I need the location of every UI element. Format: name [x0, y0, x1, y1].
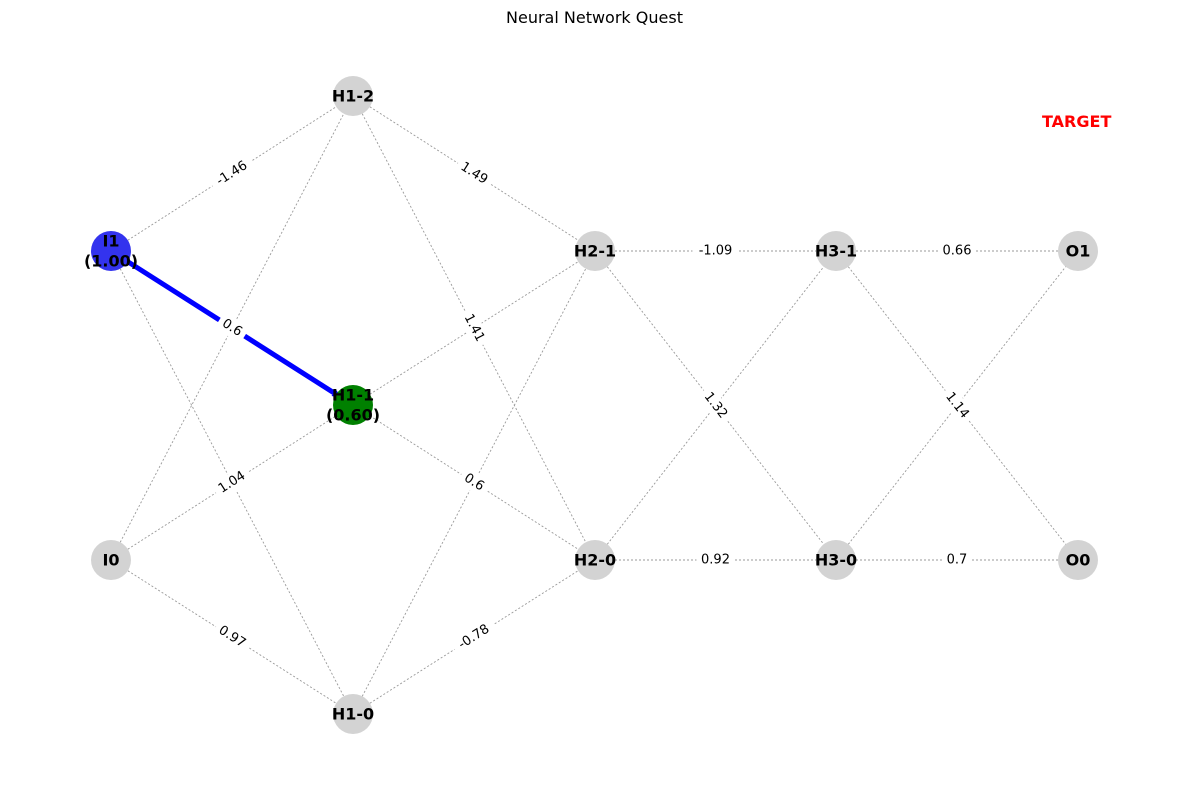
edge-weight-h2-1-to-h3-0: 1.32 — [696, 384, 735, 427]
node-h1-1: H1-1(0.60) — [326, 385, 380, 425]
nodes-layer: I1(1.00) I0 H1-2 H1-1(0.60) H1-0 H2-1 H2-0 H3-1… — [84, 76, 1098, 734]
node-label: H2-1 — [574, 242, 616, 261]
edge-weight-background — [942, 551, 972, 569]
node-label: H1-0 — [332, 705, 374, 724]
node-value: (1.00) — [84, 252, 138, 271]
edge-weight-background — [457, 306, 491, 350]
node-h1-2: H1-2 — [332, 76, 374, 116]
node-circle — [91, 540, 131, 580]
node-value: (0.60) — [326, 406, 380, 425]
node-label: H3-1 — [815, 242, 857, 261]
edge-h2-0-to-h3-1 — [594, 250, 837, 561]
node-o0: O0 — [1058, 540, 1098, 580]
node-label: O1 — [1066, 242, 1091, 261]
node-circle — [333, 76, 373, 116]
edge-weight-text: -1.09 — [699, 244, 733, 259]
edge-weight-h2-0-to-h3-0: 0.92 — [696, 551, 735, 569]
node-label: H2-0 — [574, 551, 616, 570]
edge-weight-i1-to-h1-1: 0.6 — [214, 312, 250, 344]
edge-weight-background — [696, 384, 735, 427]
edge-weight-i0-to-h1-1: 1.04 — [211, 464, 253, 501]
node-i0: I0 — [91, 540, 131, 580]
edge-weight-background — [207, 153, 257, 194]
edge-labels-layer: -1.46 0.6 1.04 0.97 1.49 1.41 0.6 -0.78 -1.09 1.3… — [207, 153, 976, 657]
edge-weight-text: 0.92 — [701, 553, 730, 568]
node-label: I1 — [102, 232, 119, 251]
node-o1: O1 — [1058, 231, 1098, 271]
edge-weight-h1-0-to-h2-0: -0.78 — [449, 617, 499, 657]
node-circle — [575, 540, 615, 580]
node-circle — [1058, 231, 1098, 271]
edge-weight-h1-2-to-h2-1: 1.49 — [453, 155, 495, 192]
edge-weight-h3-0-to-o0: 0.7 — [942, 551, 972, 569]
edge-weight-background — [692, 242, 739, 260]
node-label: O0 — [1066, 551, 1091, 570]
edge-weight-h1-1-to-h2-0: 0.6 — [456, 466, 492, 499]
edge-weight-text: 0.7 — [947, 553, 968, 568]
node-circle — [333, 694, 373, 734]
edge-weight-background — [214, 312, 250, 344]
edge-weight-h3-1-to-o0: 1.14 — [938, 384, 976, 427]
node-circle — [91, 231, 131, 271]
node-h2-0: H2-0 — [574, 540, 616, 580]
edge-weight-i0-to-h1-0: 0.97 — [211, 619, 253, 655]
edge-weight-h1-2-to-h2-0: 1.41 — [457, 306, 491, 350]
edge-weight-text: 0.66 — [943, 244, 972, 259]
node-label: I0 — [102, 551, 119, 570]
node-circle — [816, 540, 856, 580]
edge-weight-background — [938, 384, 976, 427]
edge-weight-background — [696, 551, 735, 569]
edge-weight-background — [938, 242, 976, 260]
node-circle — [1058, 540, 1098, 580]
edge-weight-background — [453, 155, 495, 192]
node-circle — [575, 231, 615, 271]
diagram-title: Neural Network Quest — [506, 8, 683, 27]
edge-weight-h2-1-to-h3-1: -1.09 — [692, 242, 739, 260]
edge-weight-background — [211, 464, 253, 501]
node-i1: I1(1.00) — [84, 231, 138, 271]
target-label: TARGET — [1042, 112, 1112, 131]
edge-h2-1-to-h3-0 — [594, 250, 837, 561]
node-label: H1-1 — [332, 386, 374, 405]
edges-layer — [110, 95, 1079, 715]
node-h1-0: H1-0 — [332, 694, 374, 734]
edge-weight-h3-1-to-o1: 0.66 — [938, 242, 976, 260]
node-h3-1: H3-1 — [815, 231, 857, 271]
node-circle — [333, 385, 373, 425]
edge-weight-background — [449, 617, 499, 657]
edge-weight-background — [211, 619, 253, 655]
edge-weight-i1-to-h1-2: -1.46 — [207, 153, 257, 194]
edge-weight-text: -0.78 — [456, 622, 492, 653]
edge-weight-text: -1.46 — [214, 158, 250, 189]
node-label: H3-0 — [815, 551, 857, 570]
node-h3-0: H3-0 — [815, 540, 857, 580]
node-circle — [816, 231, 856, 271]
edge-weight-background — [456, 466, 492, 499]
node-label: H1-2 — [332, 87, 374, 106]
node-h2-1: H2-1 — [574, 231, 616, 271]
